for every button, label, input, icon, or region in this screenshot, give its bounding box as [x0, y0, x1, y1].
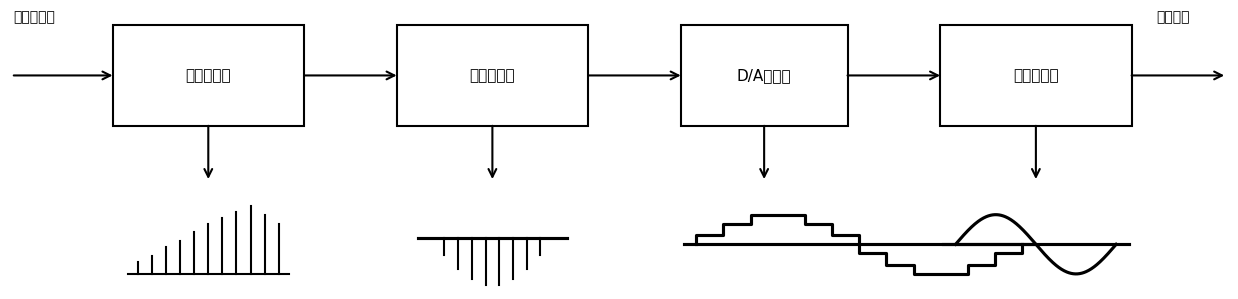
Bar [681, 25, 848, 126]
Text: 频率控制字: 频率控制字 [14, 10, 56, 24]
Text: 相位累加器: 相位累加器 [186, 68, 232, 83]
Text: D/A转换器: D/A转换器 [737, 68, 791, 83]
Text: 波形存储区: 波形存储区 [469, 68, 515, 83]
Text: 低通滤波器: 低通滤波器 [1013, 68, 1058, 83]
Text: 波形输出: 波形输出 [1156, 10, 1190, 24]
Bar [396, 25, 588, 126]
Bar [940, 25, 1132, 126]
Bar [113, 25, 305, 126]
